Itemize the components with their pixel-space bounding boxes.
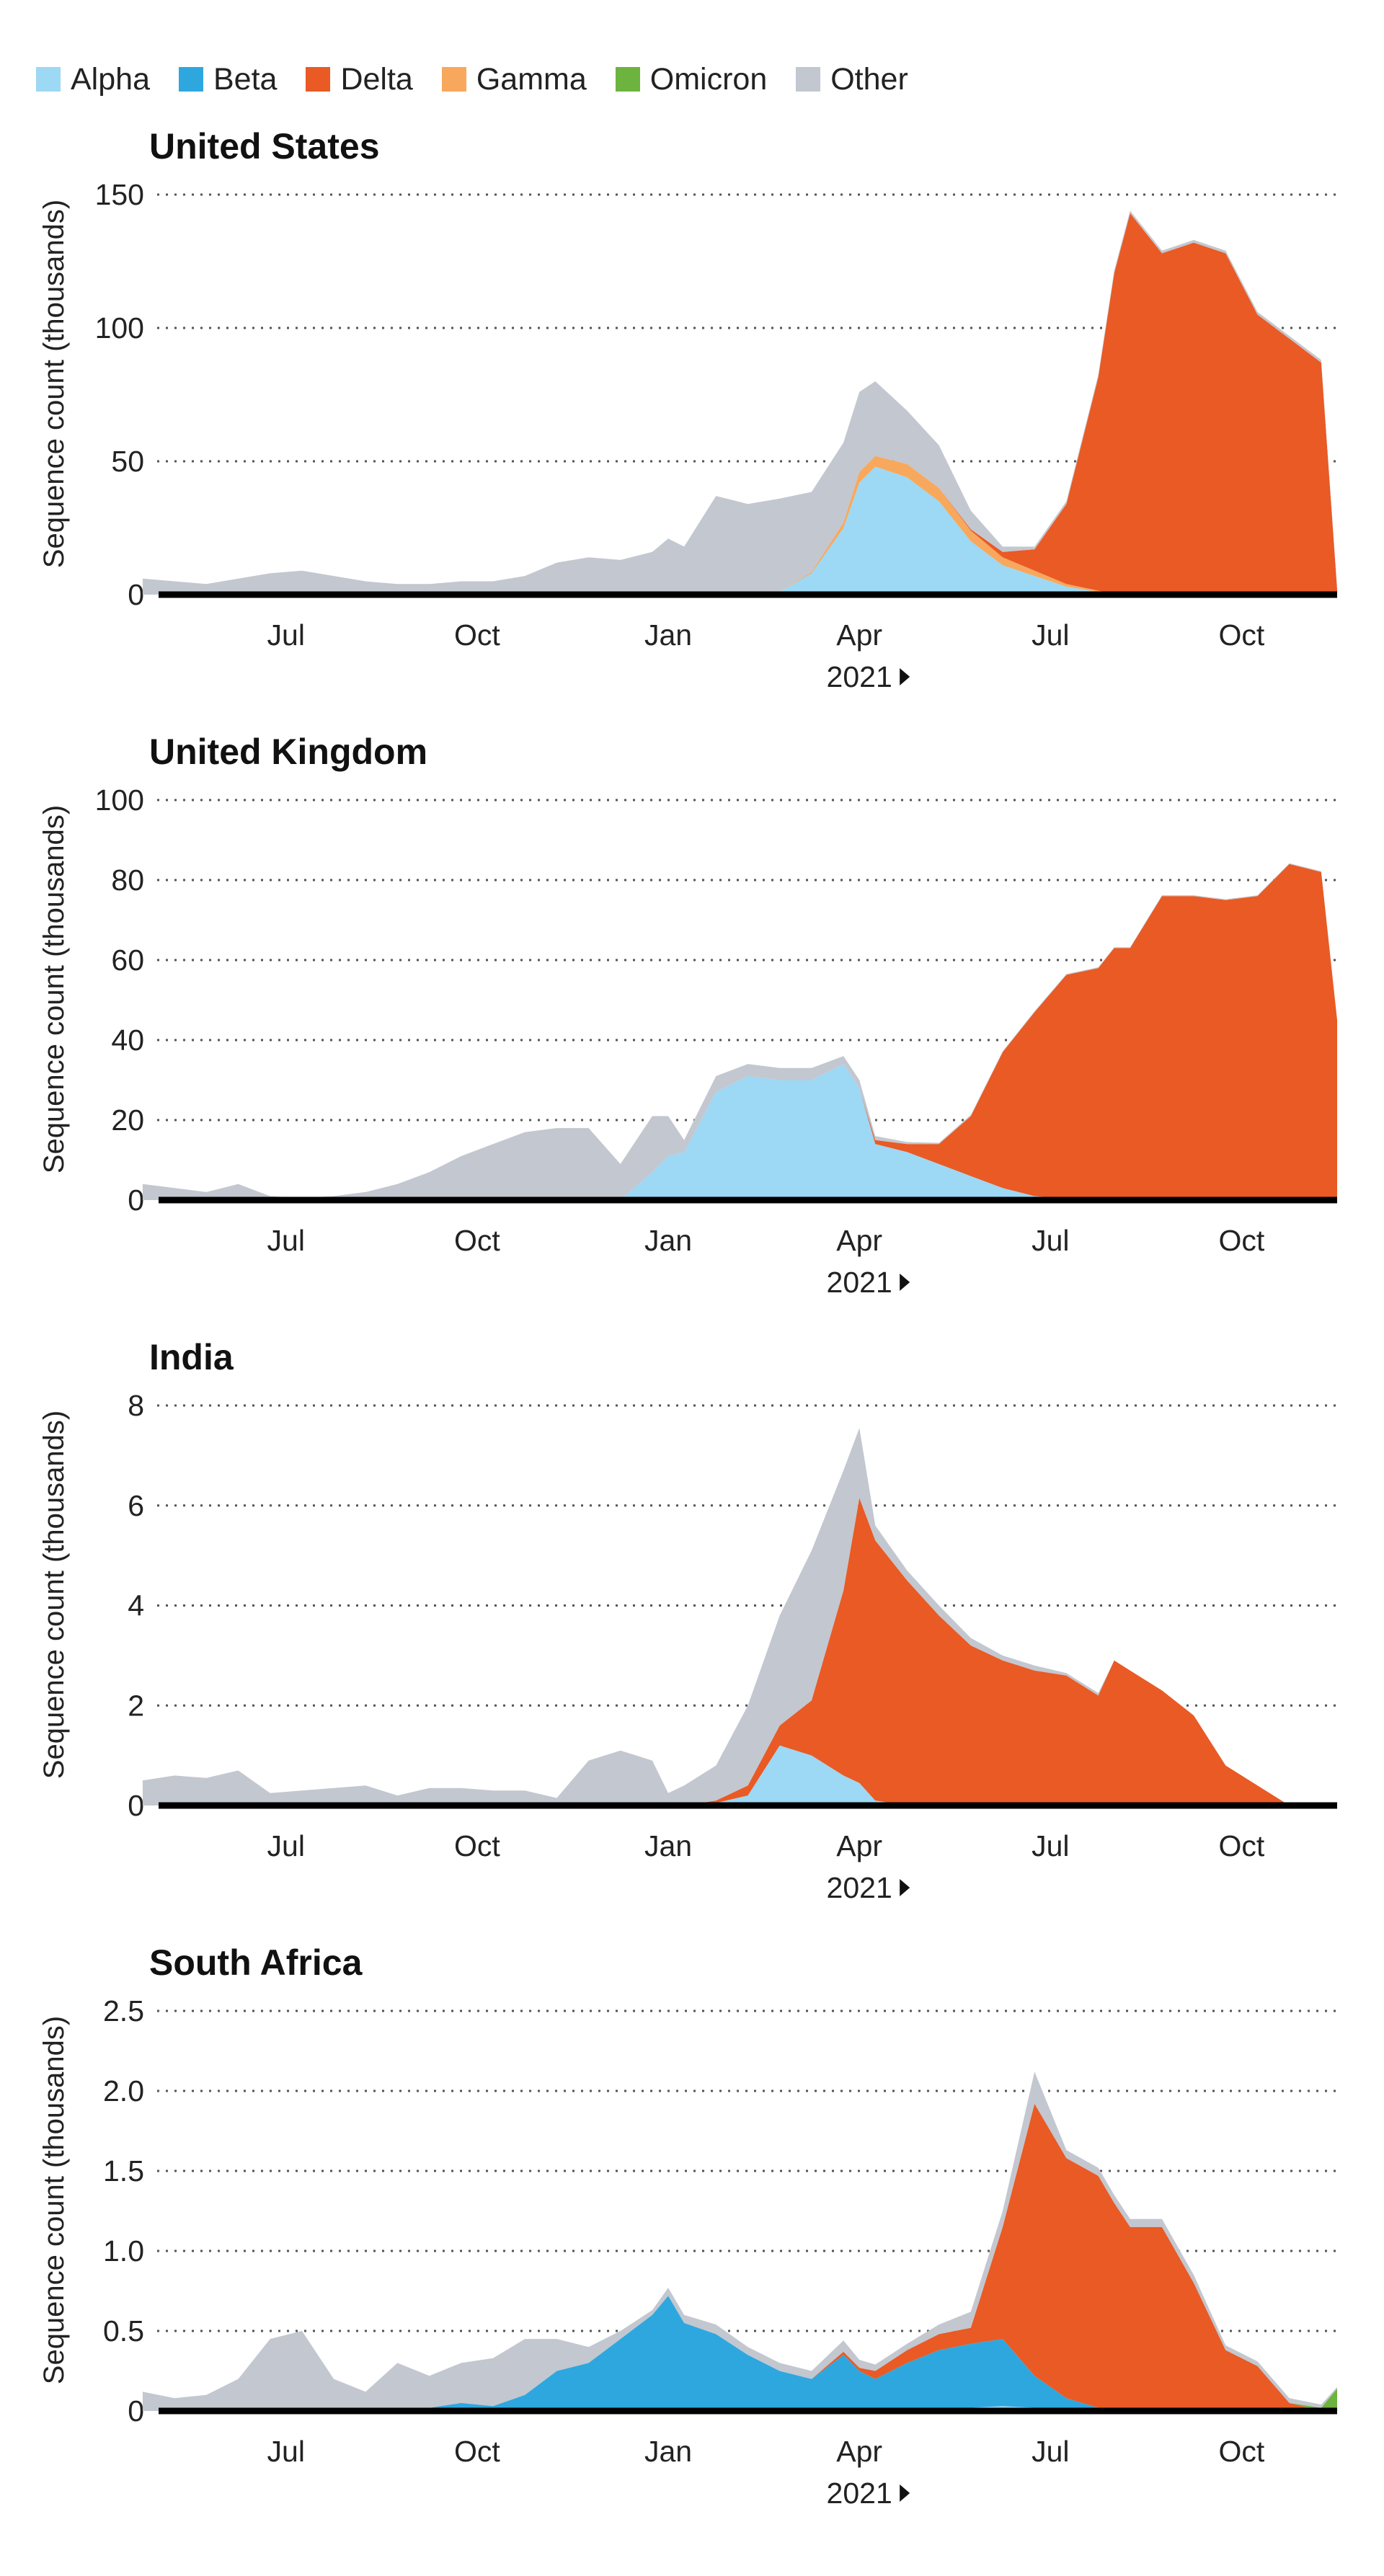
year-label-united-kingdom: 2021 bbox=[827, 1266, 892, 1299]
legend-swatch-gamma bbox=[441, 67, 466, 92]
y-tick-label-united-kingdom-0: 0 bbox=[128, 1183, 144, 1217]
x-tick-label-india-3: Apr bbox=[836, 1829, 882, 1862]
legend-label-delta: Delta bbox=[340, 61, 413, 97]
y-tick-label-south-africa-1: 0.5 bbox=[103, 2314, 144, 2348]
x-tick-label-india-1: Oct bbox=[454, 1829, 500, 1862]
y-axis-label-united-states: Sequence count (thousands) bbox=[38, 200, 70, 568]
x-tick-label-united-kingdom-3: Apr bbox=[836, 1224, 882, 1257]
y-tick-label-united-kingdom-3: 60 bbox=[111, 943, 144, 977]
y-tick-label-united-kingdom-2: 40 bbox=[111, 1023, 144, 1057]
y-tick-label-united-states-2: 100 bbox=[95, 311, 144, 345]
x-tick-label-united-states-1: Oct bbox=[454, 618, 500, 652]
y-tick-label-united-states-3: 150 bbox=[95, 178, 144, 211]
year-arrow-icon-india bbox=[900, 1879, 910, 1896]
chart-united-states: United States Sequence count (thousands) 0… bbox=[38, 126, 1339, 693]
y-tick-label-south-africa-4: 2.0 bbox=[103, 2074, 144, 2108]
y-tick-label-south-africa-0: 0 bbox=[128, 2394, 144, 2428]
x-tick-label-united-kingdom-1: Oct bbox=[454, 1224, 500, 1257]
legend-item-alpha: Alpha bbox=[36, 62, 150, 97]
legend-item-other: Other bbox=[796, 62, 908, 97]
y-tick-label-india-3: 6 bbox=[128, 1489, 144, 1522]
area-india-other bbox=[142, 1428, 1337, 1806]
legend-swatch-omicron bbox=[615, 67, 640, 92]
x-tick-label-united-kingdom-5: Oct bbox=[1219, 1224, 1265, 1257]
x-tick-label-south-africa-1: Oct bbox=[454, 2435, 500, 2468]
x-tick-label-united-states-0: Jul bbox=[267, 618, 305, 652]
x-tick-label-united-kingdom-4: Jul bbox=[1032, 1224, 1069, 1257]
legend-label-beta: Beta bbox=[213, 61, 278, 97]
area-united-kingdom-delta bbox=[142, 863, 1337, 1200]
legend-label-alpha: Alpha bbox=[71, 61, 150, 97]
year-label-united-states: 2021 bbox=[827, 660, 892, 693]
legend-swatch-alpha bbox=[36, 67, 61, 92]
year-arrow-icon-south-africa bbox=[900, 2484, 910, 2502]
y-axis-label-india: Sequence count (thousands) bbox=[38, 1411, 70, 1779]
x-tick-label-south-africa-2: Jan bbox=[644, 2435, 692, 2468]
y-tick-label-united-states-1: 50 bbox=[111, 445, 144, 478]
x-tick-label-india-0: Jul bbox=[267, 1829, 305, 1862]
area-south-africa-beta bbox=[142, 2296, 1337, 2411]
x-tick-label-united-states-3: Apr bbox=[836, 618, 882, 652]
legend-swatch-other bbox=[796, 67, 821, 92]
legend: Alpha Beta Delta Gamma Omicron Other bbox=[36, 58, 937, 101]
legend-swatch-delta bbox=[306, 67, 331, 92]
legend-label-omicron: Omicron bbox=[649, 61, 768, 97]
chart-india: India Sequence count (thousands) 0 2 4 6 8 Jul O… bbox=[38, 1337, 1339, 1904]
area-united-kingdom-alpha bbox=[142, 1064, 1337, 1200]
year-label-india: 2021 bbox=[827, 1871, 892, 1904]
legend-item-omicron: Omicron bbox=[615, 61, 768, 97]
x-tick-label-south-africa-4: Jul bbox=[1032, 2435, 1069, 2468]
y-tick-label-south-africa-5: 2.5 bbox=[103, 1994, 144, 2028]
chart-title-south-africa: South Africa bbox=[149, 1942, 363, 1983]
y-tick-label-south-africa-2: 1.0 bbox=[103, 2234, 144, 2268]
area-south-africa-delta bbox=[142, 2103, 1337, 2411]
y-tick-label-united-kingdom-1: 20 bbox=[111, 1103, 144, 1137]
y-tick-label-united-kingdom-5: 100 bbox=[95, 783, 144, 817]
x-tick-label-india-4: Jul bbox=[1032, 1829, 1069, 1862]
x-tick-label-united-kingdom-2: Jan bbox=[644, 1224, 692, 1257]
area-united-states-other bbox=[142, 210, 1337, 595]
x-tick-label-united-states-2: Jan bbox=[644, 618, 692, 652]
x-tick-label-united-states-5: Oct bbox=[1219, 618, 1265, 652]
x-tick-label-south-africa-5: Oct bbox=[1219, 2435, 1265, 2468]
year-arrow-icon-united-kingdom bbox=[900, 1274, 910, 1291]
legend-label-gamma: Gamma bbox=[476, 61, 587, 97]
y-tick-label-india-2: 4 bbox=[128, 1589, 144, 1622]
x-tick-label-india-5: Oct bbox=[1219, 1829, 1265, 1862]
chart-united-kingdom: United Kingdom Sequence count (thousands)… bbox=[38, 732, 1339, 1299]
y-tick-label-united-states-0: 0 bbox=[128, 578, 144, 611]
y-tick-label-india-1: 2 bbox=[128, 1689, 144, 1722]
x-tick-label-south-africa-3: Apr bbox=[836, 2435, 882, 2468]
legend-label-other: Other bbox=[830, 61, 908, 97]
chart-title-india: India bbox=[149, 1337, 234, 1377]
x-tick-label-united-states-4: Jul bbox=[1032, 618, 1069, 652]
y-tick-label-south-africa-3: 1.5 bbox=[103, 2154, 144, 2188]
chart-south-africa: South Africa Sequence count (thousands) 0 0… bbox=[38, 1942, 1339, 2510]
chart-title-united-states: United States bbox=[149, 126, 380, 166]
y-axis-label-south-africa: Sequence count (thousands) bbox=[38, 2016, 70, 2384]
y-tick-label-united-kingdom-4: 80 bbox=[111, 863, 144, 897]
y-tick-label-india-0: 0 bbox=[128, 1789, 144, 1822]
area-india-delta bbox=[142, 1498, 1337, 1806]
x-tick-label-united-kingdom-0: Jul bbox=[267, 1224, 305, 1257]
year-arrow-icon-united-states bbox=[900, 668, 910, 685]
x-tick-label-india-2: Jan bbox=[644, 1829, 692, 1862]
area-south-africa-other bbox=[142, 2071, 1337, 2411]
legend-item-delta: Delta bbox=[306, 61, 413, 97]
year-label-south-africa: 2021 bbox=[827, 2477, 892, 2510]
legend-swatch-beta bbox=[178, 67, 203, 92]
legend-item-gamma: Gamma bbox=[441, 61, 587, 97]
area-united-states-delta bbox=[142, 213, 1337, 595]
x-tick-label-south-africa-0: Jul bbox=[267, 2435, 305, 2468]
chart-title-united-kingdom: United Kingdom bbox=[149, 732, 427, 772]
legend-item-beta: Beta bbox=[178, 61, 278, 97]
y-axis-label-united-kingdom: Sequence count (thousands) bbox=[38, 805, 70, 1173]
y-tick-label-india-4: 8 bbox=[128, 1389, 144, 1422]
